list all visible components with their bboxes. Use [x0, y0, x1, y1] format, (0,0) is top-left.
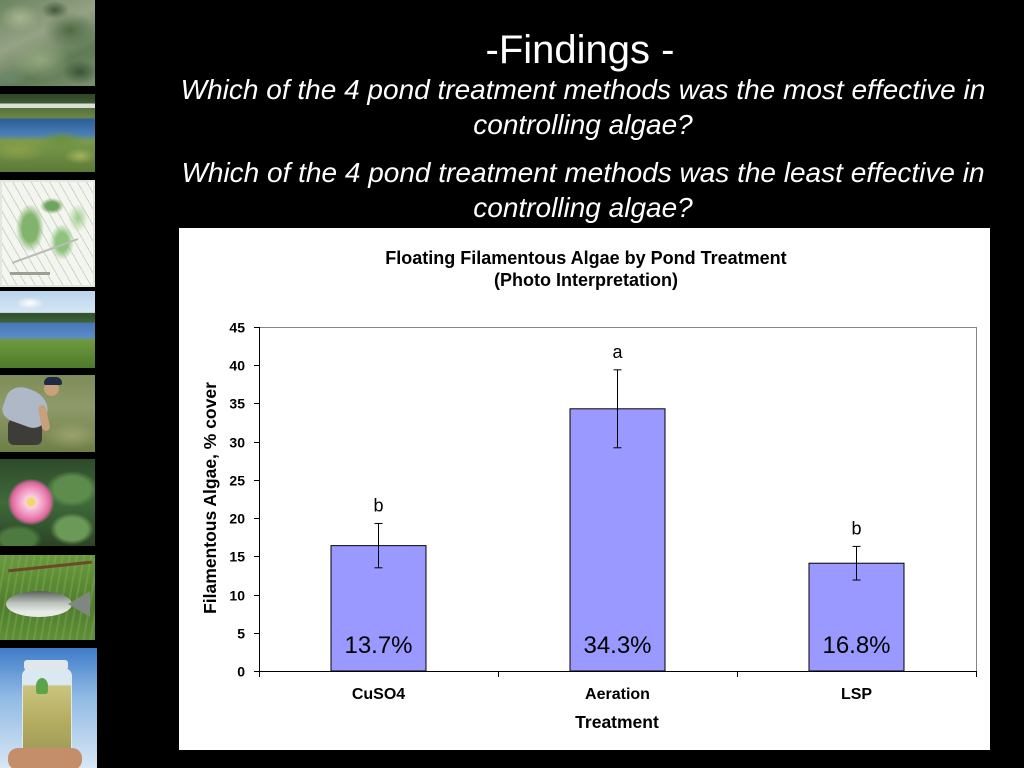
hand	[8, 748, 82, 768]
significance-letter: b	[851, 518, 861, 538]
photo-field-technician	[0, 375, 95, 452]
bar-chart: Floating Filamentous Algae by Pond Treat…	[200, 248, 977, 732]
fish-tail	[68, 591, 90, 617]
slide-title: -Findings -	[485, 28, 675, 72]
technician-cap	[44, 377, 62, 385]
x-tick-label: Aeration	[585, 686, 650, 703]
x-tick-label: CuSO4	[352, 686, 405, 703]
photo-fish	[0, 555, 95, 640]
photo-water-lily	[0, 459, 95, 546]
y-tick-label: 5	[237, 626, 245, 642]
chart-panel: Floating Filamentous Algae by Pond Treat…	[179, 228, 990, 750]
y-tick-label: 35	[229, 396, 245, 412]
y-tick-label: 30	[229, 435, 245, 451]
photo-pond-vegetation	[0, 94, 95, 172]
map-road	[11, 238, 79, 264]
lily-flower	[8, 479, 54, 525]
x-tick-label: LSP	[841, 686, 872, 703]
question-most-effective: Which of the 4 pond treatment methods wa…	[180, 74, 986, 140]
data-label: 16.8%	[822, 632, 890, 659]
significance-letter: b	[373, 495, 383, 515]
plot-layer: 0 5 10 15 20 25 30 35 40 45 b 13.7% CuSO4 a 34.3% Aerat…	[229, 320, 977, 703]
photo-water-sample-jar	[0, 648, 97, 768]
y-tick-label: 15	[229, 549, 245, 565]
data-label: 34.3%	[583, 632, 651, 659]
y-axis-title: Filamentous Algae, % cover	[200, 382, 220, 614]
x-axis-title: Treatment	[575, 712, 659, 732]
fishing-rod	[8, 560, 92, 573]
question-least-effective: Which of the 4 pond treatment methods wa…	[181, 157, 985, 223]
data-label: 13.7%	[344, 632, 412, 659]
map-caption	[10, 272, 50, 275]
y-tick-label: 40	[229, 358, 245, 374]
y-tick-label: 10	[229, 588, 245, 604]
jar-algae-sample	[36, 678, 48, 694]
y-tick-label: 45	[229, 320, 245, 336]
fish-body	[6, 591, 72, 617]
significance-letter: a	[612, 342, 623, 362]
chart-subtitle: (Photo Interpretation)	[494, 270, 678, 290]
y-tick-label: 20	[229, 511, 245, 527]
jar-lid	[24, 660, 68, 670]
y-tick-label: 0	[237, 664, 245, 680]
y-tick-label: 25	[229, 473, 245, 489]
chart-title: Floating Filamentous Algae by Pond Treat…	[385, 248, 786, 268]
bar-aeration	[569, 408, 666, 672]
photo-site-map	[0, 180, 95, 287]
photo-pond-landscape	[0, 291, 95, 368]
photo-algae-mat	[0, 0, 95, 86]
